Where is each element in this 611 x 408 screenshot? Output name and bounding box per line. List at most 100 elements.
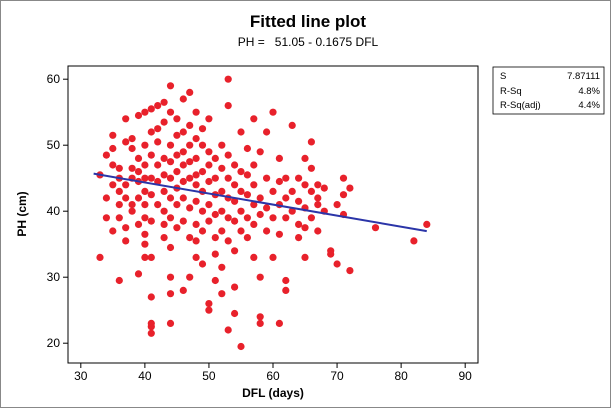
y-tick-label-60: 60	[47, 72, 61, 86]
data-point-20	[122, 224, 130, 232]
data-point-141	[218, 290, 226, 298]
data-point-170	[250, 161, 258, 169]
data-point-133	[211, 250, 219, 258]
data-point-198	[288, 187, 296, 195]
data-point-157	[237, 187, 245, 195]
data-point-17	[122, 138, 130, 146]
data-point-173	[250, 253, 258, 261]
data-point-6	[109, 181, 117, 189]
data-point-40	[141, 201, 149, 209]
data-point-104	[192, 135, 200, 143]
data-point-8	[109, 227, 117, 235]
data-point-96	[186, 141, 194, 149]
data-point-195	[282, 214, 290, 222]
data-point-35	[141, 141, 149, 149]
data-point-15	[115, 164, 123, 172]
data-point-203	[295, 220, 303, 228]
data-point-207	[301, 154, 309, 162]
data-point-42	[141, 230, 149, 238]
stats-box-frame	[492, 66, 605, 115]
data-point-24	[128, 164, 136, 172]
data-point-65	[160, 118, 168, 126]
data-point-90	[179, 161, 187, 169]
x-axis: 30 40 50 60 70 80 90	[74, 363, 472, 383]
data-point-74	[166, 108, 175, 116]
data-point-183	[263, 227, 271, 235]
data-point-126	[205, 300, 213, 308]
data-point-136	[218, 187, 226, 195]
data-point-2	[102, 194, 110, 202]
data-point-155	[231, 283, 239, 291]
data-point-146	[224, 102, 232, 110]
data-point-218	[320, 184, 328, 192]
data-point-200	[288, 121, 296, 129]
y-axis-label: PH (cm)	[15, 191, 29, 236]
data-point-106	[192, 171, 200, 179]
data-point-18	[122, 194, 130, 202]
data-point-64	[160, 187, 168, 195]
data-point-131	[211, 210, 219, 219]
data-point-94	[179, 217, 187, 225]
data-point-103	[186, 273, 194, 281]
y-axis: 20 30 40 50 60	[47, 72, 68, 350]
data-point-12	[115, 214, 123, 222]
data-point-175	[256, 148, 264, 156]
data-point-120	[205, 161, 213, 169]
data-point-140	[218, 263, 226, 271]
stats-label-rsq: R-Sq	[500, 86, 522, 97]
data-point-177	[256, 273, 264, 281]
data-point-5	[109, 161, 117, 169]
y-tick-label-20: 20	[47, 336, 61, 350]
data-point-115	[198, 141, 207, 149]
data-point-117	[198, 227, 207, 235]
data-point-50	[147, 217, 155, 225]
data-point-45	[147, 128, 155, 136]
data-point-152	[231, 161, 239, 169]
y-tick-label-40: 40	[47, 204, 61, 218]
data-point-27	[128, 135, 136, 143]
data-point-172	[250, 115, 258, 123]
data-point-125	[205, 115, 213, 123]
data-point-43	[141, 240, 149, 248]
stats-label-rsq-adj: R-Sq(adj)	[500, 100, 541, 111]
data-point-72	[166, 174, 175, 182]
data-point-187	[269, 253, 277, 261]
data-point-132	[211, 234, 219, 242]
data-point-217	[314, 227, 322, 235]
fit-line-layer	[93, 172, 427, 233]
data-point-86	[173, 201, 181, 209]
data-point-193	[282, 194, 290, 202]
data-point-76	[166, 214, 175, 222]
data-point-81	[173, 131, 181, 139]
data-point-215	[314, 181, 322, 189]
data-point-116	[198, 207, 207, 215]
data-point-19	[122, 115, 130, 123]
data-point-97	[186, 158, 194, 166]
data-point-69	[160, 98, 168, 106]
data-point-197	[282, 286, 290, 294]
data-point-54	[147, 329, 155, 337]
data-point-39	[141, 174, 149, 182]
data-point-211	[307, 164, 315, 172]
data-point-73	[166, 194, 175, 202]
data-point-49	[147, 105, 155, 113]
data-points	[96, 75, 431, 351]
data-point-13	[115, 276, 123, 285]
data-point-95	[179, 286, 187, 294]
data-point-119	[198, 260, 207, 268]
data-point-83	[173, 168, 181, 176]
data-point-127	[205, 306, 213, 314]
data-point-196	[282, 276, 290, 285]
data-point-194	[282, 174, 290, 182]
data-point-180	[263, 174, 271, 182]
data-point-149	[224, 326, 232, 334]
x-tick-label-80: 80	[394, 369, 408, 383]
data-point-223	[333, 201, 341, 209]
data-point-36	[141, 161, 149, 169]
data-point-228	[346, 267, 354, 275]
data-point-227	[346, 184, 354, 192]
data-point-68	[160, 234, 168, 242]
data-point-199	[288, 207, 296, 215]
data-point-32	[134, 168, 143, 176]
